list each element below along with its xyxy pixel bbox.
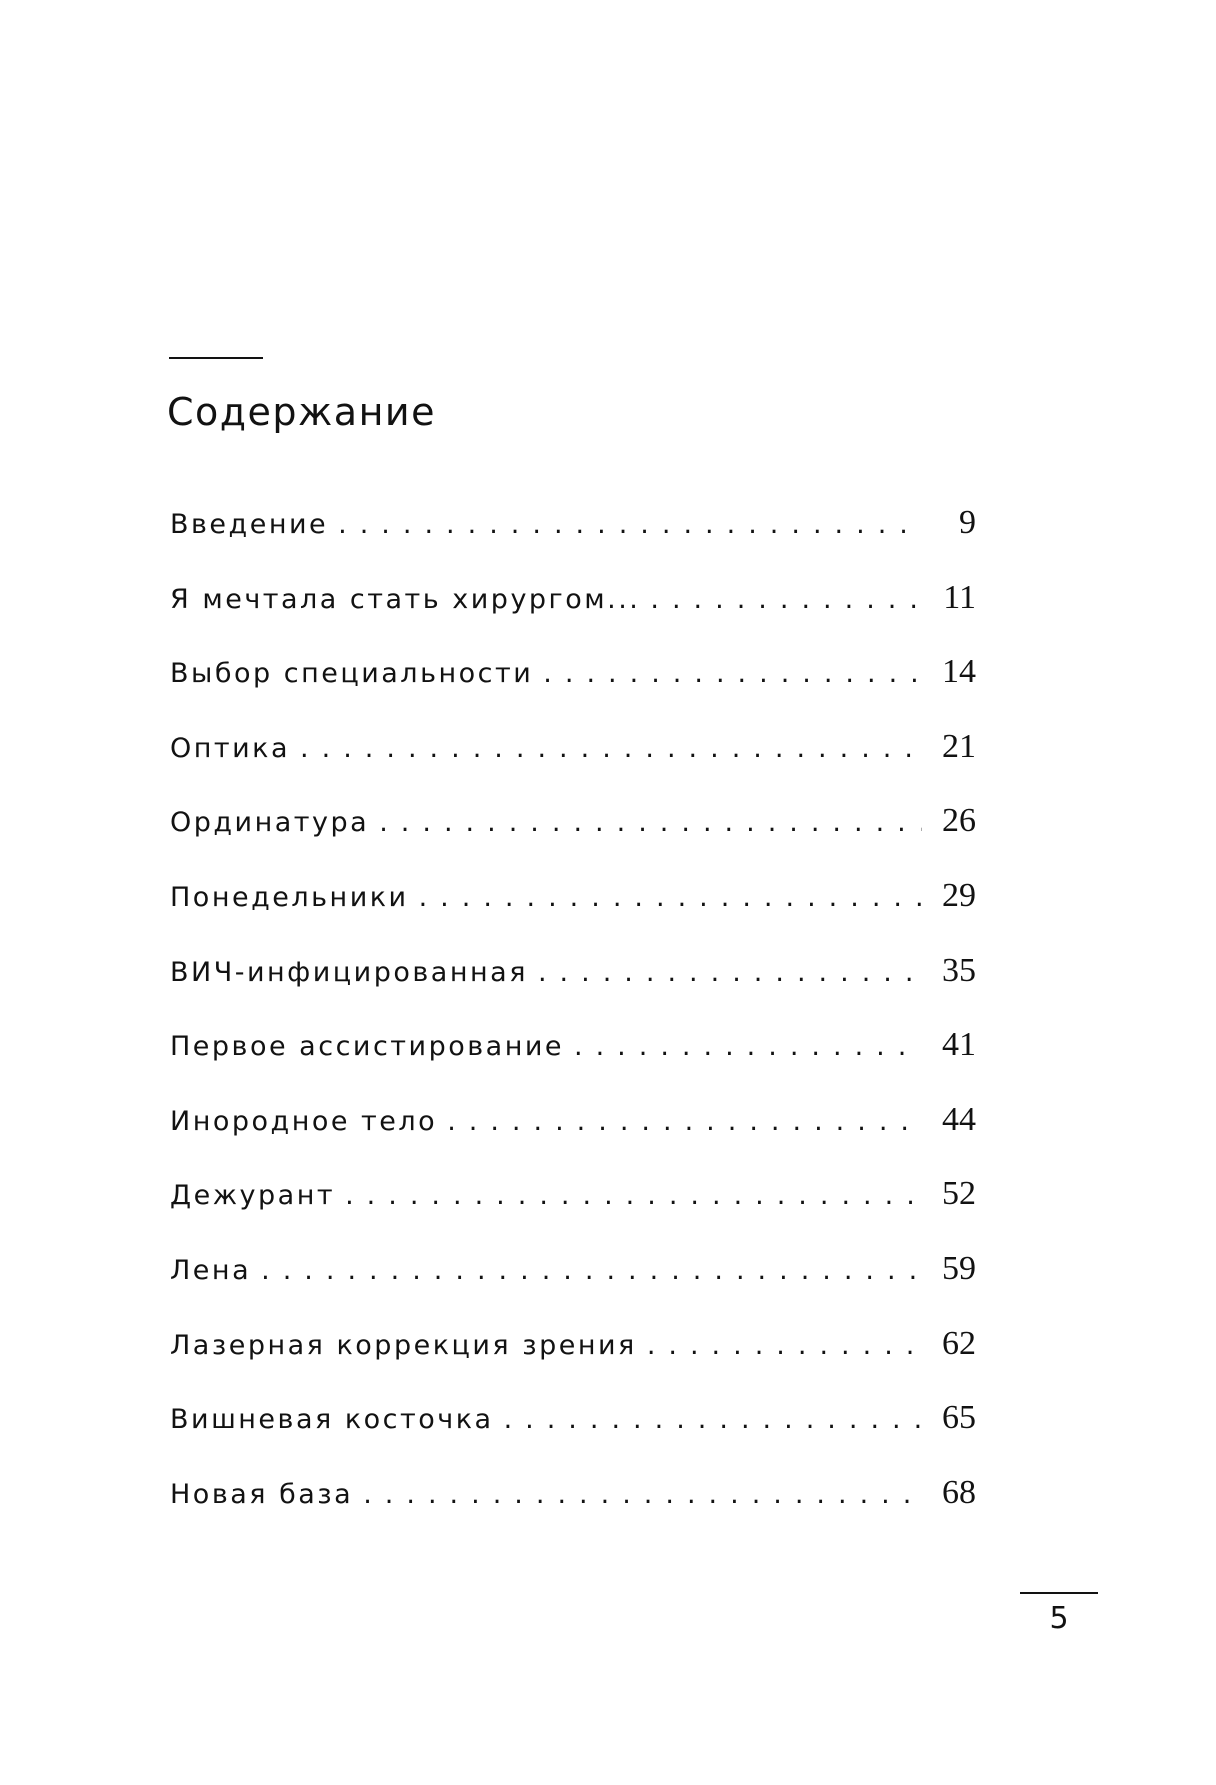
toc-entry-page: 68	[942, 1473, 976, 1511]
toc-entry-row: Инородное тело .........................…	[170, 1083, 976, 1158]
toc-entry-page: 9	[959, 504, 976, 541]
toc-entry-row: Новая база .............................…	[170, 1456, 976, 1531]
toc-entry-page: 29	[942, 876, 976, 914]
toc-leader-dots: ........................................…	[363, 1478, 922, 1510]
toc-list: Введение ...............................…	[170, 486, 976, 1530]
toc-entry-title: Оптика	[170, 732, 291, 764]
page-title: Содержание	[167, 390, 436, 434]
toc-leader-dots: ........................................…	[345, 1180, 922, 1212]
toc-entry-page: 52	[942, 1175, 976, 1213]
toc-leader-dots: ........................................…	[646, 1329, 922, 1361]
toc-entry-title: Вишневая косточка	[170, 1404, 494, 1436]
toc-entry-page: 35	[942, 951, 976, 989]
toc-entry-page: 65	[942, 1399, 976, 1437]
toc-leader-dots: ........................................…	[418, 881, 922, 913]
toc-leader-dots: ........................................…	[574, 1031, 922, 1063]
toc-entry-title: Лазерная коррекция зрения	[170, 1329, 637, 1361]
toc-entry-row: Вишневая косточка ......................…	[170, 1381, 976, 1456]
toc-leader-dots: ........................................…	[379, 807, 922, 839]
toc-entry-page: 26	[942, 802, 976, 840]
toc-entry-title: ВИЧ-инфицированная	[170, 956, 528, 988]
toc-leader-dots: ........................................…	[503, 1404, 922, 1436]
toc-leader-dots: ........................................…	[650, 583, 922, 615]
toc-entry-row: Выбор специальности ....................…	[170, 635, 976, 710]
toc-entry-page: 62	[942, 1324, 976, 1362]
toc-entry-row: Лена ...................................…	[170, 1232, 976, 1307]
toc-entry-title: Понедельники	[170, 881, 409, 913]
toc-entry-page: 44	[942, 1100, 976, 1138]
toc-entry-row: Первое ассистирование ..................…	[170, 1008, 976, 1083]
toc-entry-row: ВИЧ-инфицированная .....................…	[170, 934, 976, 1009]
toc-leader-dots: ........................................…	[300, 732, 922, 764]
toc-entry-page: 11	[943, 578, 976, 616]
toc-entry-title: Инородное тело	[170, 1105, 438, 1137]
toc-leader-dots: ........................................…	[261, 1254, 922, 1286]
toc-leader-dots: ........................................…	[338, 509, 922, 540]
toc-entry-page: 21	[942, 727, 976, 765]
toc-entry-title: Введение	[170, 509, 329, 540]
toc-entry-title: Ординатура	[170, 807, 370, 839]
title-divider-rule	[169, 357, 263, 359]
toc-entry-page: 41	[942, 1026, 976, 1064]
folio-divider-rule	[1020, 1592, 1098, 1594]
toc-entry-row: Я мечтала стать хирургом... ............…	[170, 561, 976, 636]
toc-entry-title: Новая база	[170, 1478, 354, 1510]
toc-leader-dots: ........................................…	[543, 658, 922, 690]
toc-entry-title: Дежурант	[170, 1180, 336, 1212]
toc-entry-title: Я мечтала стать хирургом...	[170, 583, 641, 615]
toc-entry-row: Лазерная коррекция зрения ..............…	[170, 1307, 976, 1382]
toc-entry-title: Выбор специальности	[170, 658, 534, 690]
toc-leader-dots: ........................................…	[447, 1105, 922, 1137]
toc-entry-row: Дежурант ...............................…	[170, 1157, 976, 1232]
toc-leader-dots: ........................................…	[537, 956, 922, 988]
toc-entry-page: 14	[942, 653, 976, 691]
toc-entry-row: Ординатура .............................…	[170, 784, 976, 859]
toc-entry-row: Понедельники ...........................…	[170, 859, 976, 934]
toc-entry-row: Введение ...............................…	[170, 486, 976, 561]
toc-entry-page: 59	[942, 1249, 976, 1287]
toc-entry-row: Оптика .................................…	[170, 710, 976, 785]
folio-page-number: 5	[1049, 1601, 1069, 1636]
toc-entry-title: Лена	[170, 1254, 252, 1286]
toc-entry-title: Первое ассистирование	[170, 1031, 565, 1063]
